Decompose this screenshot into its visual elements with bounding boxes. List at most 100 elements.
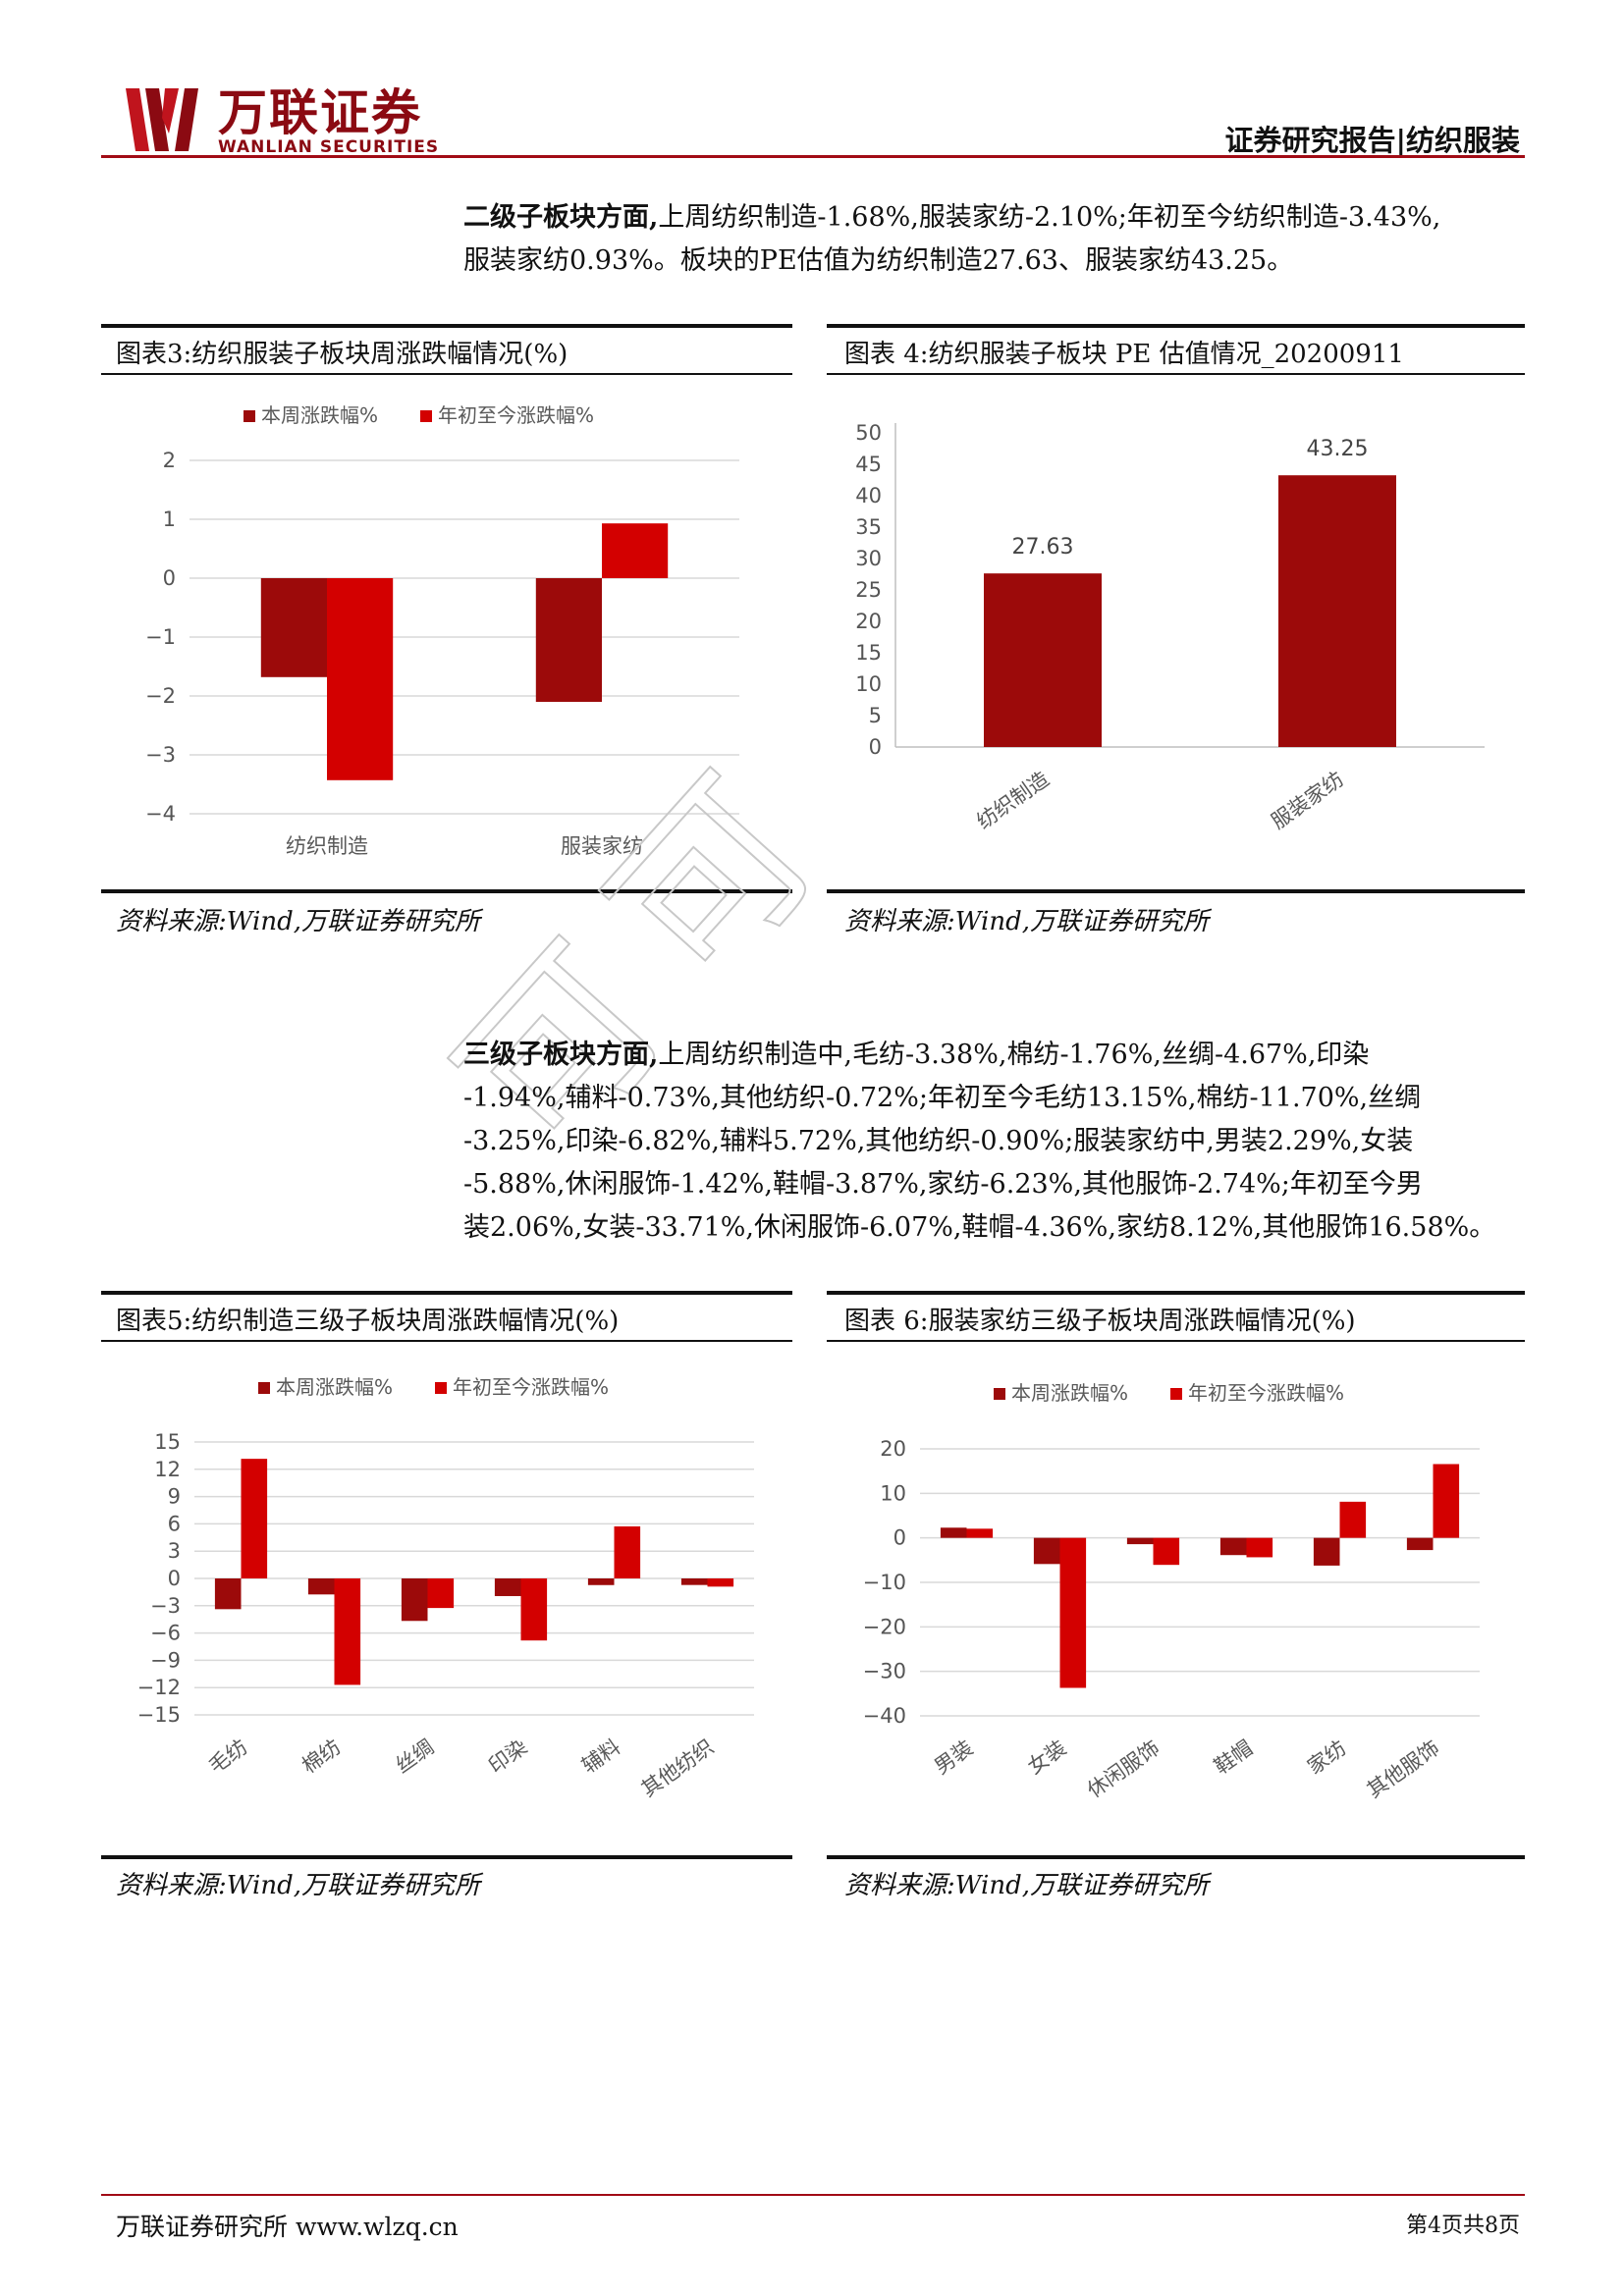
- legend-swatch: [994, 1388, 1005, 1400]
- figure-5-chart: 15 12 9 6 3 0 −3 −6 −9 −12 −15 本周涨跌幅% 年初至今涨跌幅% 毛纺 棉纺 丝绸…: [137, 1375, 754, 1801]
- figure-6-chart: 20 10 0 −10 −20 −30 −40 本周涨跌幅% 年初至今涨跌幅% 男装 女装 休闲服饰 鞋…: [863, 1381, 1480, 1802]
- bar: [966, 1528, 994, 1538]
- y-tick-label: −40: [863, 1704, 906, 1728]
- x-tick-label: 棉纺: [298, 1735, 345, 1778]
- legend-swatch: [435, 1382, 447, 1394]
- y-tick-label: −9: [150, 1648, 181, 1672]
- y-tick-label: 20: [880, 1437, 906, 1461]
- figure-5-source: 资料来源:Wind,万联证券研究所: [116, 1871, 480, 1900]
- y-tick-label: 5: [869, 704, 882, 727]
- legend-label: 年初至今涨跌幅%: [1188, 1381, 1344, 1405]
- bar: [1246, 1537, 1273, 1558]
- legend-label: 本周涨跌幅%: [1011, 1381, 1128, 1405]
- bar: [1406, 1537, 1434, 1551]
- bar: [535, 578, 602, 702]
- bar: [1433, 1464, 1460, 1538]
- y-tick-label: 0: [168, 1567, 181, 1590]
- data-label: 43.25: [1307, 437, 1369, 461]
- x-tick-label: 毛纺: [204, 1735, 251, 1778]
- bar: [1153, 1537, 1180, 1566]
- y-tick-label: 1: [163, 507, 176, 531]
- figure-4-title: 图表 4:纺织服装子板块 PE 估值情况_20200911: [844, 340, 1404, 369]
- y-tick-label: −20: [863, 1615, 906, 1638]
- figure-6-source: 资料来源:Wind,万联证券研究所: [844, 1871, 1209, 1900]
- bar: [520, 1578, 548, 1641]
- bar: [707, 1578, 734, 1587]
- x-tick-label: 服装家纺: [1267, 767, 1348, 833]
- figure-5-title: 图表5:纺织制造三级子板块周涨跌幅情况(%): [116, 1307, 620, 1336]
- figure-top-rule: [101, 1291, 792, 1295]
- paragraph-line: -1.94%,辅料-0.73%,其他纺织-0.72%;年初至今毛纺13.15%,…: [463, 1083, 1422, 1113]
- bar: [1033, 1537, 1060, 1565]
- legend-swatch: [1170, 1388, 1182, 1400]
- logo-name-en: WANLIAN SECURITIES: [218, 137, 440, 157]
- legend-swatch: [258, 1382, 270, 1394]
- legend-label: 年初至今涨跌幅%: [438, 403, 594, 427]
- figure-top-rule: [101, 324, 792, 328]
- y-tick-label: 35: [855, 515, 882, 539]
- y-tick-label: 6: [168, 1512, 181, 1535]
- figure-top-rule: [827, 324, 1525, 328]
- x-tick-label: 服装家纺: [561, 834, 643, 858]
- legend-swatch: [244, 410, 255, 422]
- bar: [614, 1525, 641, 1578]
- y-tick-label: 40: [855, 484, 882, 507]
- footer-divider: [101, 2194, 1525, 2196]
- bar: [1126, 1537, 1154, 1545]
- bar: [241, 1459, 268, 1578]
- bar: [1313, 1537, 1340, 1566]
- logo-mark-icon: [126, 88, 198, 151]
- bar: [214, 1578, 242, 1610]
- y-tick-label: −3: [145, 743, 176, 767]
- figure-6-title: 图表 6:服装家纺三级子板块周涨跌幅情况(%): [844, 1307, 1356, 1336]
- figure-bottom-rule: [101, 1855, 792, 1859]
- paragraph-line: 服装家纺0.93%。板块的PE估值为纺织制造27.63、服装家纺43.25。: [463, 245, 1294, 276]
- bar: [984, 573, 1102, 747]
- paragraph-line: 上周纺织制造-1.68%,服装家纺-2.10%;年初至今纺织制造-3.43%,: [658, 202, 1441, 233]
- x-tick-label: 印染: [484, 1735, 531, 1778]
- x-tick-label: 纺织制造: [286, 834, 368, 858]
- y-tick-label: 2: [163, 449, 176, 472]
- x-tick-label: 鞋帽: [1210, 1735, 1257, 1779]
- bar: [1278, 475, 1396, 747]
- paragraph-lead: 二级子板块方面,: [463, 202, 659, 233]
- figure-4-source: 资料来源:Wind,万联证券研究所: [844, 907, 1209, 936]
- y-tick-label: 12: [154, 1458, 181, 1481]
- bar: [1059, 1537, 1087, 1688]
- paragraph-line: -3.25%,印染-6.82%,辅料5.72%,其他纺织-0.90%;服装家纺中…: [463, 1126, 1414, 1156]
- paragraph-lead: 三级子板块方面,: [463, 1040, 659, 1070]
- figure-3-title: 图表3:纺织服装子板块周涨跌幅情况(%): [116, 340, 568, 369]
- x-tick-label: 休闲服饰: [1083, 1735, 1164, 1802]
- bar: [260, 578, 327, 677]
- figure-3-chart: 2 1 0 −1 −2 −3 −4 本周涨跌幅% 年初至今涨跌幅% 纺织制造 服装家纺: [145, 403, 739, 858]
- legend-swatch: [420, 410, 432, 422]
- bar: [1219, 1537, 1247, 1556]
- x-tick-label: 纺织制造: [972, 767, 1054, 833]
- bar: [602, 523, 669, 578]
- y-tick-label: 45: [855, 453, 882, 476]
- y-tick-label: 15: [855, 641, 882, 665]
- x-tick-label: 丝绸: [391, 1735, 438, 1778]
- bar: [334, 1578, 361, 1685]
- y-tick-label: 50: [855, 421, 882, 445]
- y-tick-label: 0: [163, 566, 176, 590]
- x-tick-label: 其他纺织: [637, 1735, 719, 1801]
- x-tick-label: 其他服饰: [1363, 1735, 1444, 1802]
- x-tick-label: 辅料: [577, 1735, 624, 1778]
- paragraph-line: 装2.06%,女装-33.71%,休闲服饰-6.07%,鞋帽-4.36%,家纺8…: [463, 1212, 1496, 1243]
- y-tick-label: 10: [880, 1481, 906, 1505]
- paragraph-level2: 二级子板块方面,上周纺织制造-1.68%,服装家纺-2.10%;年初至今纺织制造…: [463, 196, 1524, 283]
- bar: [1339, 1501, 1367, 1538]
- bar: [427, 1578, 455, 1609]
- bar: [587, 1578, 615, 1585]
- x-tick-label: 女装: [1023, 1735, 1070, 1779]
- y-tick-label: 3: [168, 1539, 181, 1563]
- y-tick-label: −4: [145, 802, 176, 826]
- header-divider: [101, 155, 1525, 158]
- figure-bottom-rule: [827, 1855, 1525, 1859]
- y-tick-label: −15: [137, 1703, 181, 1727]
- legend-label: 本周涨跌幅%: [276, 1375, 393, 1399]
- y-tick-label: 0: [869, 735, 882, 759]
- data-label: 27.63: [1012, 535, 1074, 560]
